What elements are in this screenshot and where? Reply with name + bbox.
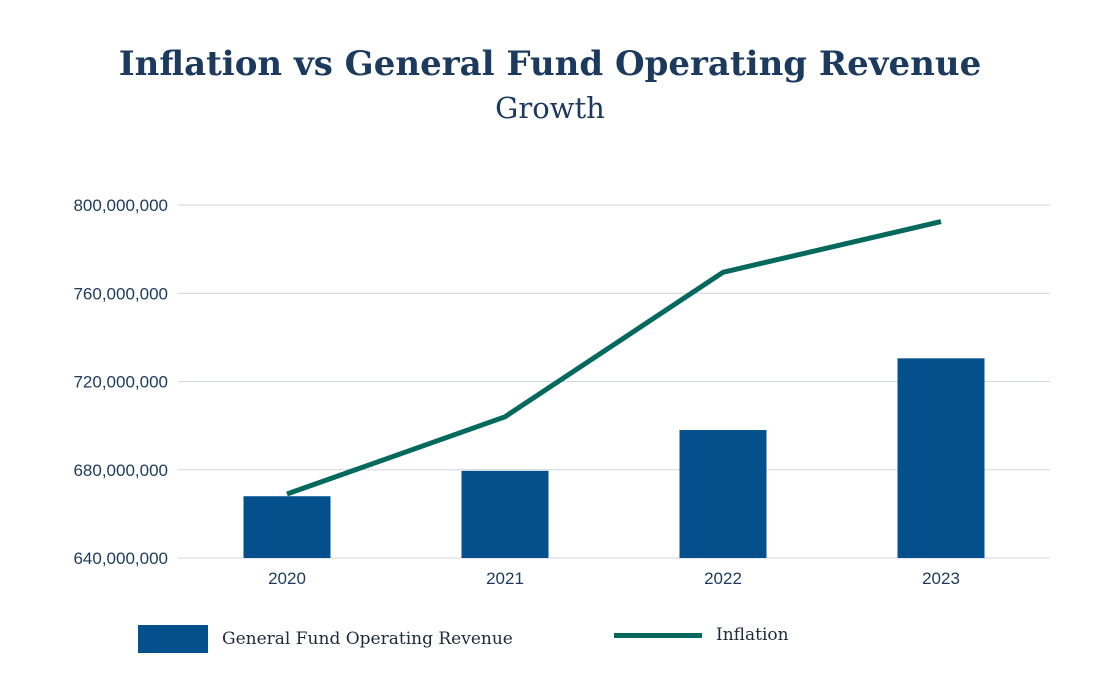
x-tick-label: 2021	[486, 569, 524, 588]
x-tick-label: 2020	[268, 569, 306, 588]
legend-item-revenue: General Fund Operating Revenue	[138, 625, 513, 653]
revenue-bar	[243, 496, 331, 558]
x-tick-label: 2022	[704, 569, 742, 588]
revenue-bar	[461, 470, 549, 558]
chart-subtitle: Growth	[495, 91, 605, 125]
revenue-bar	[897, 358, 985, 558]
y-tick-label: 800,000,000	[73, 196, 168, 215]
y-tick-label: 760,000,000	[73, 284, 168, 303]
revenue-bar	[679, 430, 767, 558]
y-tick-label: 680,000,000	[73, 461, 168, 480]
inflation-line	[286, 219, 942, 497]
x-tick-label: 2023	[922, 569, 960, 588]
y-tick-label: 640,000,000	[73, 549, 168, 568]
legend: General Fund Operating Revenue Inflation	[0, 625, 1100, 665]
legend-label-revenue: General Fund Operating Revenue	[222, 629, 513, 649]
legend-item-inflation: Inflation	[614, 625, 789, 645]
legend-swatch-inflation	[614, 632, 702, 638]
legend-swatch-revenue	[138, 625, 208, 653]
y-tick-label: 720,000,000	[73, 373, 168, 392]
chart-header: Inflation vs General Fund Operating Reve…	[0, 40, 1100, 128]
chart-title: Inflation vs General Fund Operating Reve…	[118, 44, 982, 84]
legend-label-inflation: Inflation	[716, 625, 789, 645]
